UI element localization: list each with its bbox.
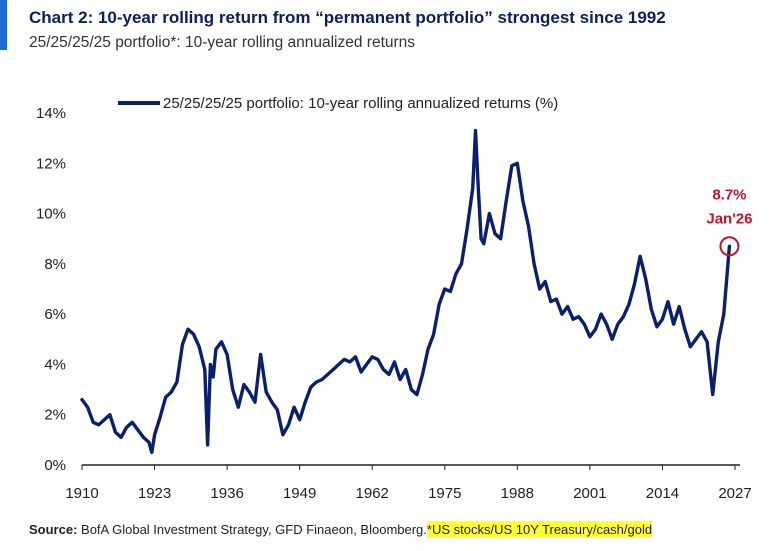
y-tick-label: 14% [36,105,66,122]
x-tick-label: 1936 [210,485,243,502]
legend: 25/25/25/25 portfolio: 10-year rolling a… [118,95,558,112]
source-note: Source: BofA Global Investment Strategy,… [29,521,653,538]
x-tick-label: 1910 [65,485,98,502]
portfolio-footnote: *US stocks/US 10Y Treasury/cash/gold [426,521,653,538]
x-tick-label: 2014 [646,485,679,502]
annotation-value: 8.7% [712,186,746,203]
y-tick-label: 8% [44,256,66,273]
x-tick-label: 1923 [138,485,171,502]
y-tick-label: 0% [44,457,66,474]
y-tick-label: 6% [44,306,66,323]
chart-subtitle: 25/25/25/25 portfolio*: 10-year rolling … [29,34,416,51]
chart-title: Chart 2: 10-year rolling return from “pe… [29,8,666,27]
y-tick-label: 10% [36,206,66,223]
y-tick-label: 12% [36,155,66,172]
y-tick-label: 4% [44,356,66,373]
source-text: BofA Global Investment Strategy, GFD Fin… [81,522,427,537]
x-tick-label: 1962 [356,485,389,502]
x-tick-label: 1975 [428,485,461,502]
title-accent-bar [0,0,7,50]
annotation-date: Jan'26 [706,210,752,227]
series-line [80,128,732,455]
highlight-circle-marker [719,236,740,257]
y-tick-label: 2% [44,407,66,424]
source-label: Source: [29,522,78,537]
legend-label: 25/25/25/25 portfolio: 10-year rolling a… [163,95,558,112]
x-axis: 1910 1923 1936 1949 1962 1975 1988 2001 2014 2027 [65,465,752,502]
x-tick-label: 1988 [501,485,534,502]
x-tick-label: 2027 [718,485,751,502]
x-tick-label: 2001 [573,485,606,502]
y-axis: 0% 2% 4% 6% 8% 10% 12% 14% [36,105,66,474]
chart-area: 0% 2% 4% 6% 8% 10% 12% 14% 1910 1923 1936 1949 1962… [36,95,753,502]
x-tick-label: 1949 [283,485,316,502]
